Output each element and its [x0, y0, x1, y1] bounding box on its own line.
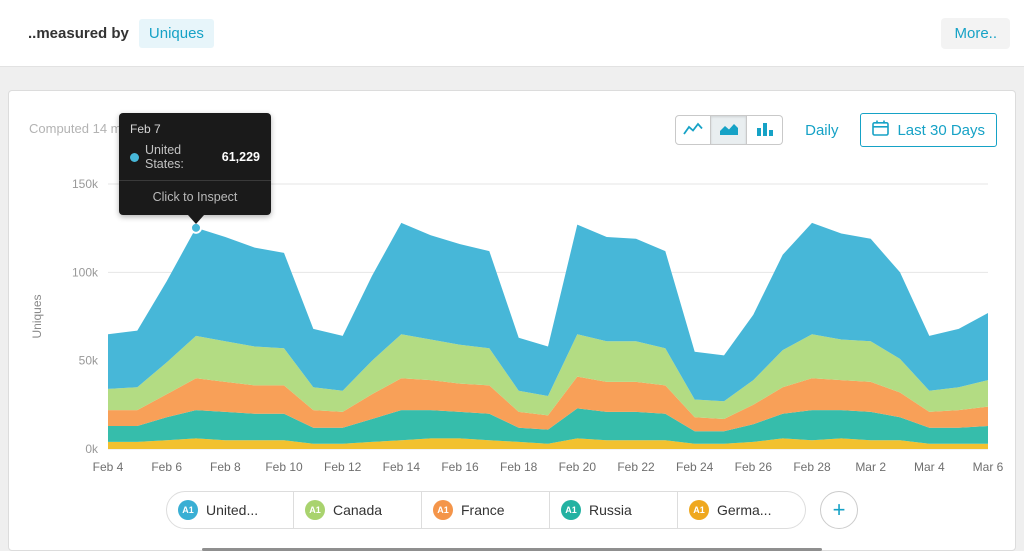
- legend-item-label: Germa...: [717, 502, 772, 518]
- add-series-button[interactable]: +: [820, 491, 858, 529]
- tooltip-value: 61,229: [221, 150, 260, 164]
- legend-item-russia[interactable]: A1 Russia: [550, 491, 678, 529]
- legend-item-united-states[interactable]: A1 United...: [166, 491, 294, 529]
- svg-text:Feb 28: Feb 28: [793, 460, 831, 474]
- area-chart-icon: [719, 122, 739, 139]
- series-badge: A1: [561, 500, 581, 520]
- tooltip-action-hint: Click to Inspect: [152, 190, 238, 204]
- chart-panel: Computed 14 m Daily: [8, 90, 1016, 551]
- svg-text:Feb 10: Feb 10: [265, 460, 303, 474]
- calendar-icon: [872, 120, 890, 140]
- svg-text:Feb 14: Feb 14: [383, 460, 421, 474]
- bar-chart-button[interactable]: [747, 115, 784, 145]
- series-legend: A1 United... A1 Canada A1 France A1 Russ…: [9, 491, 1015, 529]
- svg-text:100k: 100k: [72, 265, 99, 279]
- legend-item-label: Canada: [333, 502, 383, 518]
- svg-text:Mar 4: Mar 4: [914, 460, 945, 474]
- chart-controls: Daily Last 30 Days: [675, 113, 997, 147]
- legend-item-france[interactable]: A1 France: [422, 491, 550, 529]
- bar-chart-icon: [756, 122, 774, 139]
- next-section-edge: [202, 548, 822, 551]
- series-badge: A1: [178, 500, 198, 520]
- line-chart-button[interactable]: [675, 115, 712, 145]
- svg-text:Feb 20: Feb 20: [559, 460, 597, 474]
- top-bar: ..measured by Uniques More..: [0, 0, 1024, 67]
- series-badge: A1: [305, 500, 325, 520]
- series-badge: A1: [433, 500, 453, 520]
- series-dot-icon: [130, 152, 139, 162]
- series-badge: A1: [689, 500, 709, 520]
- svg-text:Feb 8: Feb 8: [210, 460, 241, 474]
- chart-tooltip: Feb 7 United States: 61,229 Click to Ins…: [119, 113, 271, 224]
- more-button[interactable]: More..: [941, 17, 1010, 49]
- tooltip-series-label: United States:: [145, 143, 184, 171]
- svg-text:Feb 16: Feb 16: [441, 460, 479, 474]
- measured-by-label: ..measured by: [28, 24, 129, 42]
- svg-text:Feb 6: Feb 6: [151, 460, 182, 474]
- svg-text:Mar 2: Mar 2: [855, 460, 886, 474]
- svg-text:Mar 6: Mar 6: [973, 460, 1003, 474]
- legend-item-germany[interactable]: A1 Germa...: [678, 491, 806, 529]
- computed-timestamp: Computed 14 m: [29, 121, 122, 136]
- line-chart-icon: [683, 122, 703, 139]
- tooltip-date: Feb 7: [130, 122, 161, 136]
- legend-item-label: United...: [206, 502, 259, 518]
- granularity-button[interactable]: Daily: [799, 121, 844, 140]
- date-range-label: Last 30 Days: [897, 121, 985, 139]
- svg-text:0k: 0k: [85, 442, 99, 456]
- chart-type-toggle: [675, 115, 784, 145]
- date-range-button[interactable]: Last 30 Days: [860, 113, 997, 147]
- tooltip-arrow: [188, 215, 204, 224]
- svg-text:Feb 22: Feb 22: [617, 460, 655, 474]
- area-chart-button[interactable]: [711, 115, 748, 145]
- svg-text:Feb 18: Feb 18: [500, 460, 538, 474]
- svg-text:150k: 150k: [72, 177, 99, 191]
- legend-item-canada[interactable]: A1 Canada: [294, 491, 422, 529]
- metric-selector-uniques[interactable]: Uniques: [138, 18, 214, 48]
- svg-text:Feb 24: Feb 24: [676, 460, 714, 474]
- legend-item-label: Russia: [589, 502, 632, 518]
- svg-text:Feb 4: Feb 4: [93, 460, 124, 474]
- svg-text:Feb 12: Feb 12: [324, 460, 362, 474]
- svg-text:Feb 26: Feb 26: [735, 460, 773, 474]
- svg-text:50k: 50k: [79, 354, 99, 368]
- plus-icon: +: [832, 497, 846, 522]
- tooltip-series-row: United States: 61,229: [119, 136, 271, 180]
- legend-item-label: France: [461, 502, 505, 518]
- svg-text:Uniques: Uniques: [30, 294, 44, 338]
- tooltip-divider: [119, 180, 271, 181]
